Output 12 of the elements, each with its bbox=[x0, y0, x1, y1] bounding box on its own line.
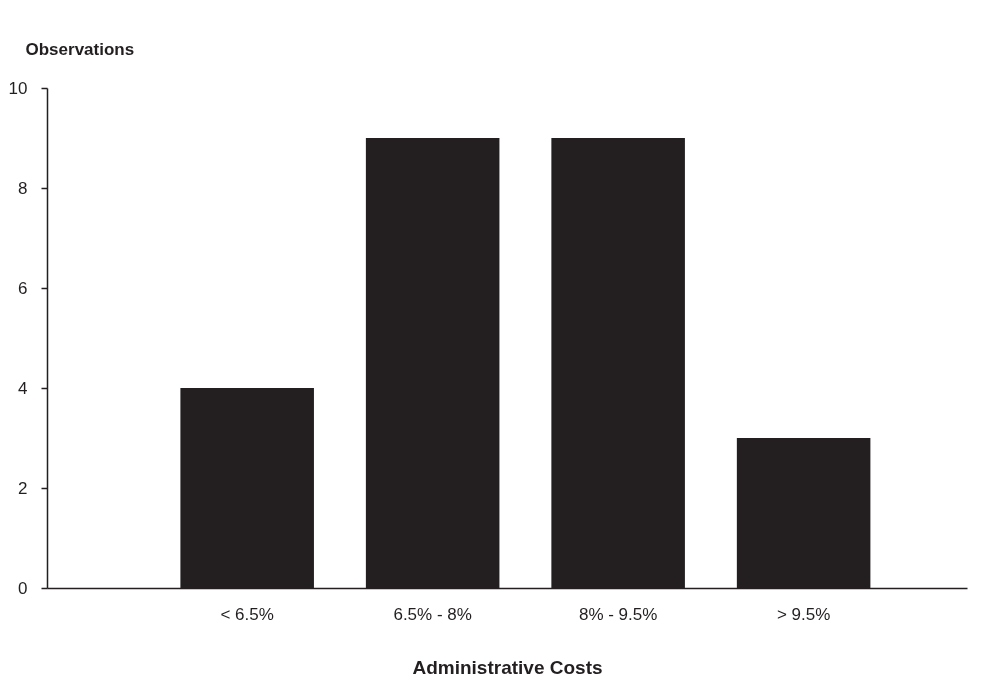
y-tick-label: 10 bbox=[8, 78, 28, 98]
x-tick-label: < 6.5% bbox=[220, 604, 274, 624]
x-axis-title: Administrative Costs bbox=[412, 656, 603, 678]
y-tick-label: 6 bbox=[18, 278, 28, 298]
x-tick-label: 6.5% - 8% bbox=[393, 604, 472, 624]
y-tick-label: 2 bbox=[18, 478, 28, 498]
x-tick-label: 8% - 9.5% bbox=[578, 604, 658, 624]
x-tick-label: > 9.5% bbox=[776, 604, 831, 624]
y-tick-label: 4 bbox=[18, 378, 28, 398]
y-tick-label: 8 bbox=[18, 178, 28, 198]
y-axis-title: Observations bbox=[25, 39, 135, 59]
y-tick-label: 0 bbox=[18, 578, 28, 598]
